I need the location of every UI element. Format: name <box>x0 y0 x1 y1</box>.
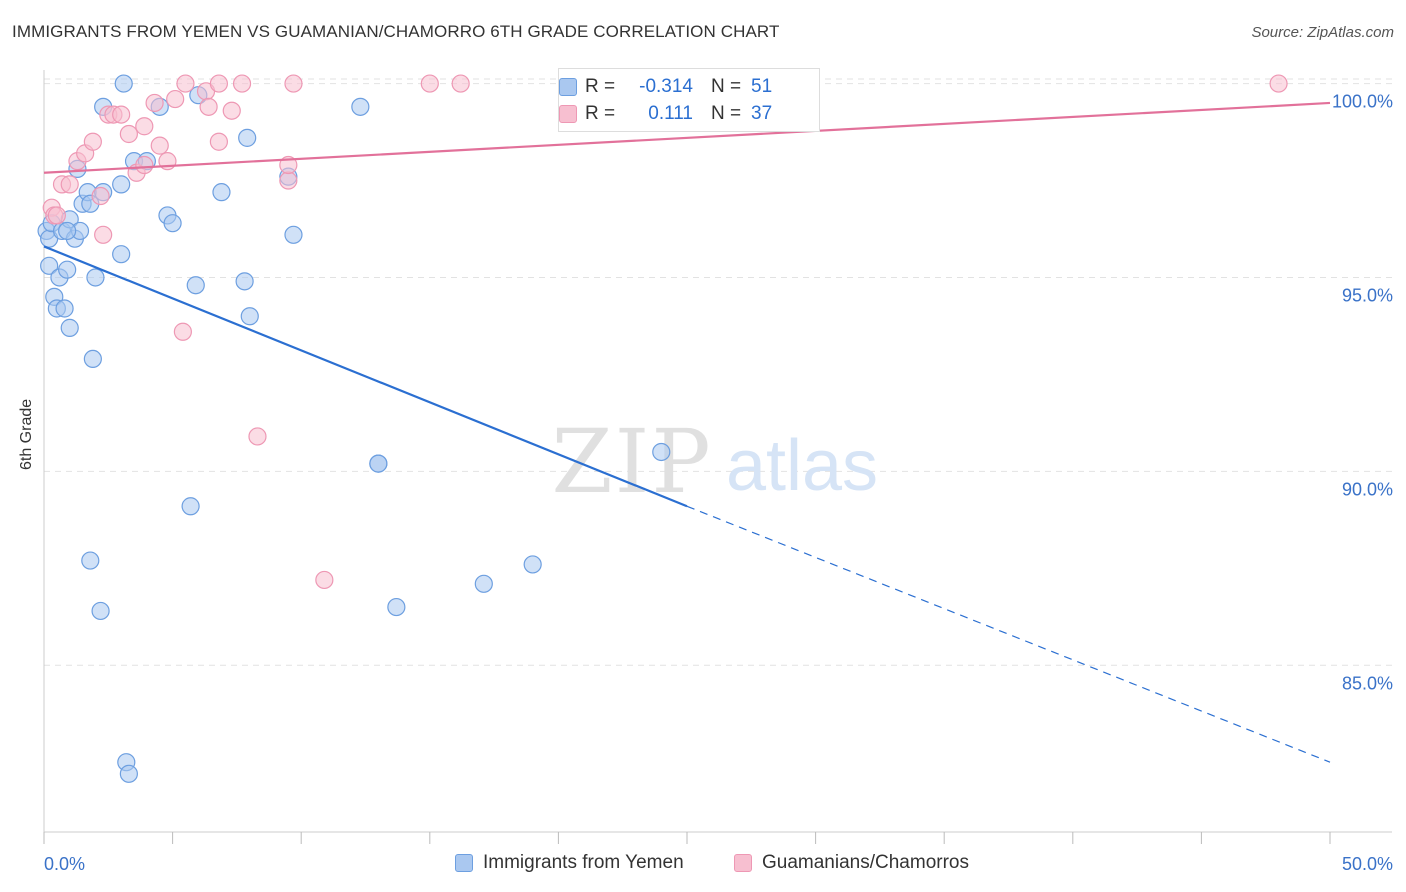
x-tick-label: 50.0% <box>1342 854 1393 874</box>
trend-line-yemen-extension <box>686 505 1331 763</box>
data-point-guamanian <box>420 74 439 93</box>
data-point-yemen <box>181 497 200 516</box>
data-point-guamanian <box>1269 74 1288 93</box>
stats-n-label: N = <box>711 103 742 124</box>
data-point-yemen <box>86 268 105 287</box>
stats-swatch-blue <box>559 78 577 96</box>
chart-title: IMMIGRANTS FROM YEMEN VS GUAMANIAN/CHAMO… <box>12 22 780 41</box>
legend-label: Guamanians/Chamorros <box>762 852 969 873</box>
stats-n-label: N = <box>711 76 742 97</box>
data-point-yemen <box>523 555 542 574</box>
legend-label: Immigrants from Yemen <box>483 852 684 873</box>
data-point-yemen <box>60 318 79 337</box>
y-tick-label: 100.0% <box>1332 92 1393 112</box>
stats-row-blue: R = -0.314 N = 51 <box>559 75 773 99</box>
data-point-guamanian <box>315 570 334 590</box>
data-point-yemen <box>240 307 259 326</box>
stats-n-value: 37 <box>751 103 773 124</box>
tick-labels: 85.0% 90.0% 95.0% 100.0% 0.0% 50.0% <box>44 92 1393 874</box>
data-point-guamanian <box>150 136 169 155</box>
y-tick-label: 90.0% <box>1342 479 1393 499</box>
data-point-guamanian <box>199 97 218 116</box>
data-point-guamanian <box>209 132 228 151</box>
data-point-guamanian <box>135 117 154 136</box>
trend-line-yemen <box>43 245 688 508</box>
data-point-yemen <box>387 597 406 617</box>
data-point-yemen <box>238 128 257 147</box>
stats-r-value: 0.111 <box>648 103 693 124</box>
watermark: ZIP atlas <box>551 410 878 513</box>
data-point-yemen <box>112 245 131 264</box>
data-point-guamanian <box>248 427 267 446</box>
source-label: Source: ZipAtlas.com <box>1251 24 1394 41</box>
data-point-yemen <box>369 454 388 473</box>
stats-swatch-pink <box>559 105 577 123</box>
data-point-yemen <box>163 214 182 233</box>
y-tick-label: 85.0% <box>1342 673 1393 693</box>
data-point-yemen <box>81 551 100 570</box>
stats-n-value: 51 <box>751 76 773 97</box>
trend-lines <box>43 101 1331 763</box>
data-point-yemen <box>351 97 370 116</box>
stats-r-label: R = <box>585 103 616 124</box>
data-point-yemen <box>83 349 102 369</box>
data-point-yemen <box>474 574 493 593</box>
data-point-yemen <box>112 175 131 194</box>
legend-item-yemen[interactable]: Immigrants from Yemen <box>455 852 684 874</box>
data-point-guamanian <box>145 93 164 113</box>
stats-r-value: -0.314 <box>639 76 693 97</box>
data-point-yemen <box>58 260 77 279</box>
data-point-guamanian <box>232 74 252 93</box>
data-point-yemen <box>119 764 138 783</box>
data-point-guamanian <box>60 175 79 194</box>
data-point-guamanian <box>284 74 303 93</box>
data-point-yemen <box>55 299 74 318</box>
x-tick-label: 0.0% <box>44 854 85 874</box>
data-point-guamanian <box>83 132 102 151</box>
data-point-yemen <box>114 74 133 93</box>
data-point-yemen <box>91 601 110 621</box>
data-point-guamanian <box>222 101 241 120</box>
data-point-yemen <box>284 225 303 244</box>
data-points <box>37 74 1288 783</box>
stats-row-pink: R = 0.111 N = 37 <box>559 102 773 126</box>
data-point-guamanian <box>451 74 470 93</box>
data-point-guamanian <box>173 322 192 341</box>
data-point-guamanian <box>112 105 131 124</box>
data-point-yemen <box>186 276 205 295</box>
watermark-atlas: atlas <box>726 426 878 506</box>
data-point-yemen <box>235 272 254 291</box>
data-point-guamanian <box>91 186 110 206</box>
chart-legend: Immigrants from Yemen Guamanians/Chamorr… <box>0 850 1406 880</box>
data-point-yemen <box>212 183 231 202</box>
data-point-guamanian <box>119 124 138 144</box>
legend-item-guamanian[interactable]: Guamanians/Chamorros <box>734 852 969 874</box>
legend-swatch-blue <box>455 854 473 872</box>
data-point-guamanian <box>176 74 195 93</box>
y-tick-label: 95.0% <box>1342 285 1393 305</box>
data-point-yemen <box>652 442 671 462</box>
stats-r-label: R = <box>585 76 616 97</box>
legend-swatch-pink <box>734 854 752 872</box>
data-point-guamanian <box>209 74 228 93</box>
data-point-guamanian <box>135 155 154 175</box>
trend-line-guamanian <box>43 101 1331 174</box>
data-point-guamanian <box>94 225 113 244</box>
data-point-guamanian <box>166 89 185 109</box>
correlation-stats-box: R = -0.314 N = 51 R = 0.111 N = 37 <box>558 68 820 132</box>
data-point-guamanian <box>47 206 66 225</box>
data-point-yemen <box>58 221 77 241</box>
data-point-guamanian <box>279 171 298 190</box>
grid-lines <box>44 78 1392 666</box>
axes <box>43 70 1392 844</box>
data-point-yemen <box>40 256 59 275</box>
